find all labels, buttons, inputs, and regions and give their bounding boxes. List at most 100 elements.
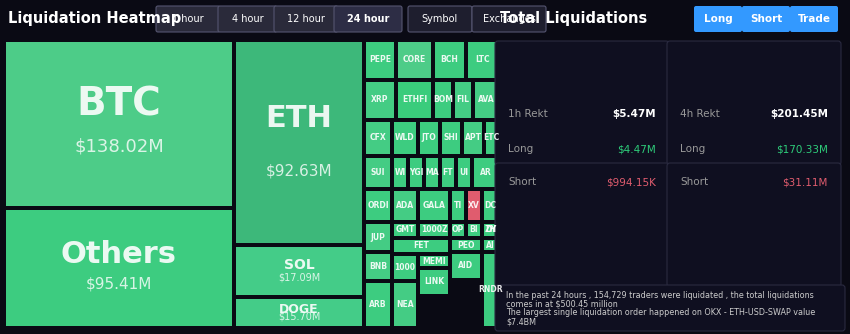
Bar <box>484 191 497 220</box>
Text: PEPE: PEPE <box>369 55 391 64</box>
Bar <box>420 224 448 236</box>
FancyBboxPatch shape <box>667 163 841 287</box>
Bar <box>6 210 232 326</box>
Text: XV: XV <box>468 201 480 210</box>
Bar <box>394 158 406 187</box>
Bar <box>394 224 416 236</box>
Bar <box>484 224 497 236</box>
Bar <box>398 82 431 118</box>
Text: 1000Z: 1000Z <box>421 225 447 234</box>
Bar <box>366 283 390 326</box>
Text: $201.45M: $201.45M <box>770 109 828 119</box>
Text: Others: Others <box>61 239 177 269</box>
Text: ETC: ETC <box>484 134 500 143</box>
FancyBboxPatch shape <box>495 163 669 287</box>
Bar <box>420 270 448 294</box>
Text: SHI: SHI <box>444 134 458 143</box>
Text: $7.4BM: $7.4BM <box>506 317 536 326</box>
Bar <box>394 191 416 220</box>
Bar <box>468 42 497 78</box>
Text: $17.09M: $17.09M <box>278 273 320 283</box>
FancyBboxPatch shape <box>742 6 790 32</box>
Text: 1h Rekt: 1h Rekt <box>508 109 547 119</box>
FancyBboxPatch shape <box>334 6 402 32</box>
Text: In the past 24 hours , 154,729 traders were liquidated , the total liquidations: In the past 24 hours , 154,729 traders w… <box>506 291 813 300</box>
Bar <box>394 256 416 279</box>
Text: Long: Long <box>680 144 705 154</box>
Bar <box>394 122 416 154</box>
Text: $31.11M: $31.11M <box>783 177 828 187</box>
Text: BNB: BNB <box>369 262 387 271</box>
Bar <box>394 240 448 252</box>
Text: JUP: JUP <box>371 232 385 241</box>
FancyBboxPatch shape <box>408 6 472 32</box>
Bar <box>420 256 448 266</box>
Text: OP: OP <box>452 225 464 234</box>
FancyBboxPatch shape <box>472 6 546 32</box>
Bar <box>420 191 448 220</box>
Text: CORE: CORE <box>403 55 426 64</box>
Text: DY: DY <box>484 225 496 234</box>
Text: 1 hour: 1 hour <box>173 14 204 24</box>
Text: Short: Short <box>680 177 708 187</box>
Bar <box>458 158 470 187</box>
Bar <box>455 82 471 118</box>
Bar <box>420 122 438 154</box>
Text: DC: DC <box>484 201 496 210</box>
Text: Long: Long <box>508 144 533 154</box>
Bar <box>452 191 464 220</box>
Text: BI: BI <box>470 225 479 234</box>
Text: Exchanges: Exchanges <box>483 14 536 24</box>
FancyBboxPatch shape <box>790 6 838 32</box>
Text: comes in at $500.45 million: comes in at $500.45 million <box>506 300 618 309</box>
Bar <box>236 42 362 243</box>
Text: BTC: BTC <box>76 85 162 123</box>
Bar <box>394 283 416 326</box>
Text: PEO: PEO <box>457 240 475 249</box>
Text: ARB: ARB <box>369 300 387 309</box>
Bar <box>366 82 394 118</box>
Text: $92.63M: $92.63M <box>266 163 332 178</box>
Text: 4h Rekt: 4h Rekt <box>680 109 720 119</box>
Text: 4 hour: 4 hour <box>232 14 264 24</box>
Text: ETH: ETH <box>265 104 332 133</box>
Bar <box>442 158 454 187</box>
Bar <box>452 254 480 278</box>
Text: XRP: XRP <box>371 96 388 105</box>
Text: $4.47M: $4.47M <box>617 144 656 154</box>
Text: WI: WI <box>394 168 405 177</box>
Text: Long: Long <box>704 14 733 24</box>
Text: AI: AI <box>486 240 495 249</box>
FancyBboxPatch shape <box>667 41 841 165</box>
Bar <box>435 42 464 78</box>
Bar <box>468 224 480 236</box>
Text: JTO: JTO <box>422 134 436 143</box>
FancyBboxPatch shape <box>156 6 220 32</box>
FancyBboxPatch shape <box>694 6 742 32</box>
Text: WLD: WLD <box>395 134 415 143</box>
Text: ORDI: ORDI <box>367 201 388 210</box>
Text: GALA: GALA <box>422 201 445 210</box>
Text: SUI: SUI <box>371 168 385 177</box>
Text: TI: TI <box>454 201 462 210</box>
Bar <box>366 224 390 250</box>
Bar <box>366 254 390 279</box>
Text: BCH: BCH <box>440 55 458 64</box>
Text: BOM: BOM <box>433 96 453 105</box>
Bar <box>410 158 422 187</box>
Text: 1000: 1000 <box>394 263 416 272</box>
Bar <box>366 42 394 78</box>
Text: FT: FT <box>443 168 453 177</box>
Text: Short: Short <box>750 14 782 24</box>
Text: YGI: YGI <box>409 168 423 177</box>
Bar <box>236 299 362 326</box>
Bar <box>474 158 497 187</box>
Text: $138.02M: $138.02M <box>74 138 164 156</box>
Text: FIL: FIL <box>456 96 469 105</box>
Text: ETHFI: ETHFI <box>402 96 427 105</box>
Text: ADA: ADA <box>396 201 414 210</box>
Bar <box>464 122 482 154</box>
Bar <box>452 240 480 250</box>
Text: SOL: SOL <box>284 258 314 272</box>
Text: 12 hour: 12 hour <box>287 14 325 24</box>
